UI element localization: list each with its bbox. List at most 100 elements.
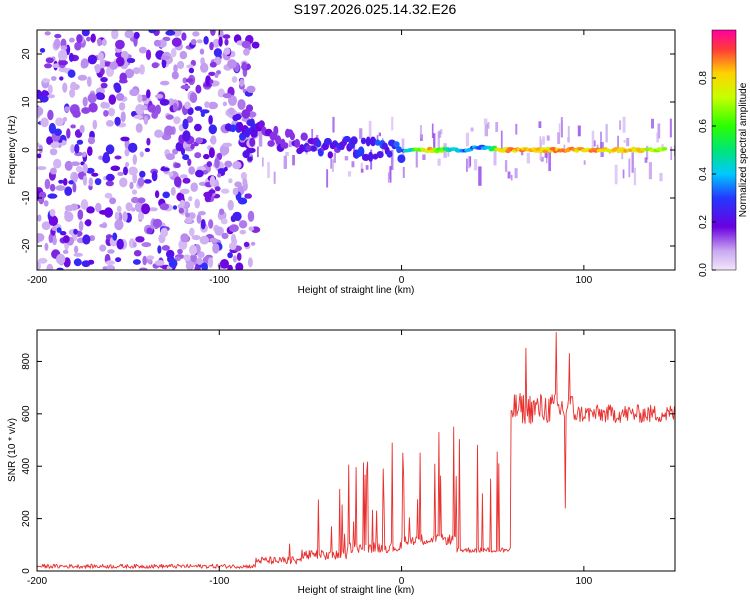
spectrogram-streak [285, 152, 289, 156]
spectrogram-noise-cell [115, 39, 125, 50]
spectrogram-noise-cell [64, 211, 74, 222]
spectrogram-noise-cell [148, 30, 157, 34]
spectrogram-noise-cell [84, 220, 92, 226]
spectrogram-noise-cell [133, 31, 140, 39]
spectrogram-noise-cell [189, 227, 195, 237]
spectrogram-noise-cell [243, 241, 250, 248]
y-tick-label: 0 [21, 568, 32, 574]
spectrogram-streak [631, 152, 634, 173]
spectrogram-streak [365, 165, 369, 170]
spectrogram-noise-cell [168, 258, 178, 268]
spectrogram-noise-cell [138, 46, 147, 54]
spectrogram-signal-cell [258, 120, 265, 129]
spectrogram-streak [605, 124, 608, 143]
spectrogram-noise-cell [203, 153, 210, 160]
spectrogram-streak [593, 140, 596, 147]
spectrogram-noise-cell [132, 241, 137, 248]
spectrogram-noise-cell [190, 253, 197, 263]
spectrogram-streak [292, 155, 295, 166]
spectrogram-noise-cell [182, 154, 190, 161]
spectrogram-noise-cell [186, 107, 194, 116]
spectrogram-noise-cell [62, 117, 68, 122]
spectrogram-streak [258, 128, 263, 147]
x-tick-label: -200 [27, 576, 47, 587]
spectrogram-noise-cell [37, 261, 41, 270]
spectrogram-noise-cell [178, 207, 184, 214]
spectrogram-noise-cell [116, 205, 122, 213]
spectrogram-noise-cell [119, 177, 128, 188]
spectrogram-noise-cell [50, 142, 60, 149]
spectrogram-noise-cell [118, 102, 126, 111]
spectrogram-noise-cell [105, 180, 114, 187]
spectrogram-signal-cell [393, 141, 400, 148]
spectrogram-streak [515, 123, 518, 135]
spectrogram-noise-cell [120, 50, 129, 59]
spectrogram-noise-cell [115, 257, 122, 263]
y-tick-label: 200 [21, 510, 32, 527]
spectrogram-noise-cell [133, 114, 143, 120]
spectrogram-noise-cell [227, 107, 235, 115]
spectrogram-signal-cell [294, 138, 301, 148]
spectrogram-noise-cell [82, 151, 87, 158]
spectrogram-streak [466, 158, 468, 172]
spectrogram-noise-cell [120, 136, 130, 142]
spectrogram-noise-cell [239, 78, 245, 87]
spectrogram-streak [622, 116, 626, 133]
spectrogram-noise-cell [104, 192, 113, 199]
spectrogram-noise-cell [99, 58, 105, 70]
spectrogram-x-axis: -200 -100 0 100 [27, 30, 593, 286]
spectrogram-noise-cell [75, 165, 83, 173]
spectrogram-streak [470, 127, 474, 132]
spectrogram-streak [288, 140, 292, 148]
spectrogram-noise-cell [58, 67, 69, 73]
spectrogram-noise-cell [188, 196, 193, 202]
spectrogram-noise-cell [173, 64, 178, 73]
spectrogram-noise-cell [208, 124, 217, 135]
spectrogram-noise-cell [37, 257, 48, 264]
spectrogram-noise-cell [146, 227, 153, 235]
spectrogram-signal-cell [376, 151, 384, 159]
spectrogram-noise-cell [141, 242, 152, 248]
spectrogram-noise-cell [105, 260, 116, 266]
spectrogram-noise-cell [116, 238, 124, 250]
colorbar-tick-label: 0.2 [698, 215, 709, 229]
spectrogram-noise-cell [243, 48, 250, 56]
y-tick-label: 800 [21, 353, 32, 370]
spectrogram-noise-cell [194, 123, 202, 132]
x-tick-label: -200 [27, 275, 47, 286]
snr-y-axis: 0 200 400 600 800 [21, 353, 675, 574]
spectrogram-streak [378, 132, 381, 137]
spectrogram-noise-cell [224, 38, 229, 46]
y-tick-label: -20 [21, 238, 32, 253]
spectrogram-noise-cell [161, 245, 170, 251]
spectrogram-noise-cell [131, 196, 140, 204]
spectrogram-noise-cell [125, 161, 130, 168]
spectrogram-noise-cell [180, 233, 189, 243]
spectrogram-streak [600, 131, 602, 152]
spectrogram-noise-cell [44, 178, 51, 190]
spectrogram-noise-cell [122, 211, 128, 222]
spectrogram-noise-cell [86, 36, 91, 42]
spectrogram-streak [657, 123, 661, 139]
spectrogram-noise-cell [64, 186, 73, 196]
spectrogram-noise-cell [171, 71, 179, 80]
y-tick-label: 20 [21, 48, 32, 60]
spectrogram-noise-cell [153, 39, 161, 47]
spectrogram-noise-cell [45, 57, 54, 64]
x-tick-label: -100 [209, 576, 229, 587]
spectrogram-streak [262, 157, 264, 167]
spectrogram-noise-cell [46, 263, 54, 270]
spectrogram-noise-cell [230, 233, 237, 244]
spectrogram-noise-cell [55, 185, 66, 191]
spectrogram-noise-cell [60, 45, 68, 51]
spectrogram-noise-cell [194, 198, 200, 209]
spectrogram-noise-cell [114, 219, 124, 231]
spectrogram-noise-cell [99, 223, 107, 228]
spectrogram-noise-cell [69, 88, 76, 98]
spectrogram-noise-cell [106, 264, 115, 270]
spectrogram-signal-cell [249, 118, 255, 128]
spectrogram-noise-cell [250, 241, 256, 246]
spectrogram-noise-cell [208, 115, 213, 125]
spectrogram-noise-cell [222, 93, 232, 99]
spectrogram-noise-cell [109, 197, 117, 205]
